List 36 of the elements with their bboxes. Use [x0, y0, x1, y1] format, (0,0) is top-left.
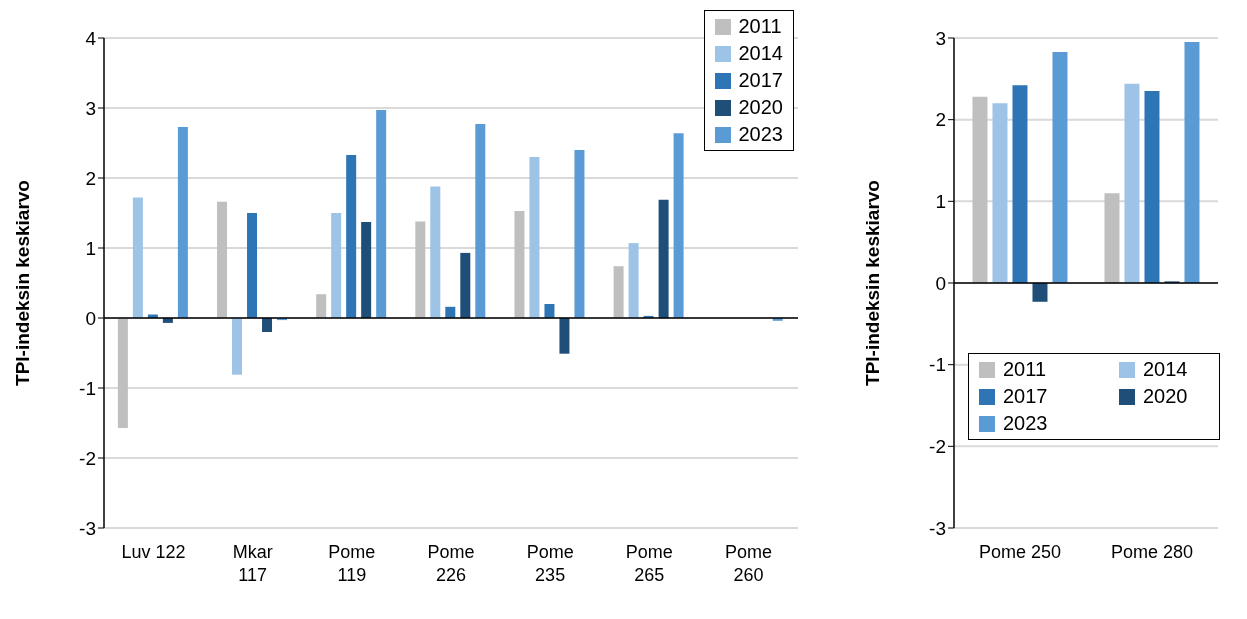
legend-label: 2014 [738, 42, 783, 65]
x-tick-label: Pome 235 [526, 542, 574, 585]
legend-label: 2011 [738, 15, 782, 38]
legend-label: 2023 [1003, 412, 1048, 435]
x-tick-label: Pome 260 [724, 542, 772, 585]
y-tick-label: 3 [85, 97, 96, 119]
x-tick-label: Pome 265 [625, 542, 673, 585]
y-tick-label: 0 [85, 307, 96, 329]
y-tick-label: 1 [85, 237, 96, 259]
x-tick-label: Pome 119 [328, 542, 376, 585]
y-tick-label: -3 [929, 517, 946, 539]
legend-label: 2014 [1143, 358, 1188, 381]
legend-label: 2020 [1143, 385, 1188, 408]
y-tick-label: 1 [935, 191, 946, 213]
x-tick-label: Pome 226 [427, 542, 475, 585]
x-tick-label: Luv 122 [121, 542, 186, 563]
y-axis-title: TPI-indeksin keskiarvo [861, 180, 883, 386]
legend-label: 2017 [1003, 385, 1048, 408]
x-tick-label: Mkar 117 [232, 542, 273, 585]
y-tick-label: 2 [85, 167, 96, 189]
y-tick-label: -3 [79, 517, 96, 539]
y-tick-label: 0 [935, 272, 946, 294]
y-tick-label: -1 [79, 377, 96, 399]
x-tick-label: Pome 250 [978, 542, 1062, 563]
y-tick-label: 2 [935, 109, 946, 131]
y-tick-label: -2 [929, 436, 946, 458]
x-tick-label: Pome 280 [1110, 542, 1194, 563]
y-tick-label: 3 [935, 27, 946, 49]
legend-label: 2017 [738, 69, 783, 92]
legend-label: 2020 [738, 96, 783, 119]
legend-label: 2011 [1003, 358, 1047, 381]
legend-label: 2023 [738, 123, 783, 146]
y-axis-title: TPI-indeksin keskiarvo [11, 180, 33, 386]
y-tick-label: -2 [79, 447, 96, 469]
y-tick-label: -1 [929, 354, 946, 376]
y-tick-label: 4 [85, 27, 97, 49]
